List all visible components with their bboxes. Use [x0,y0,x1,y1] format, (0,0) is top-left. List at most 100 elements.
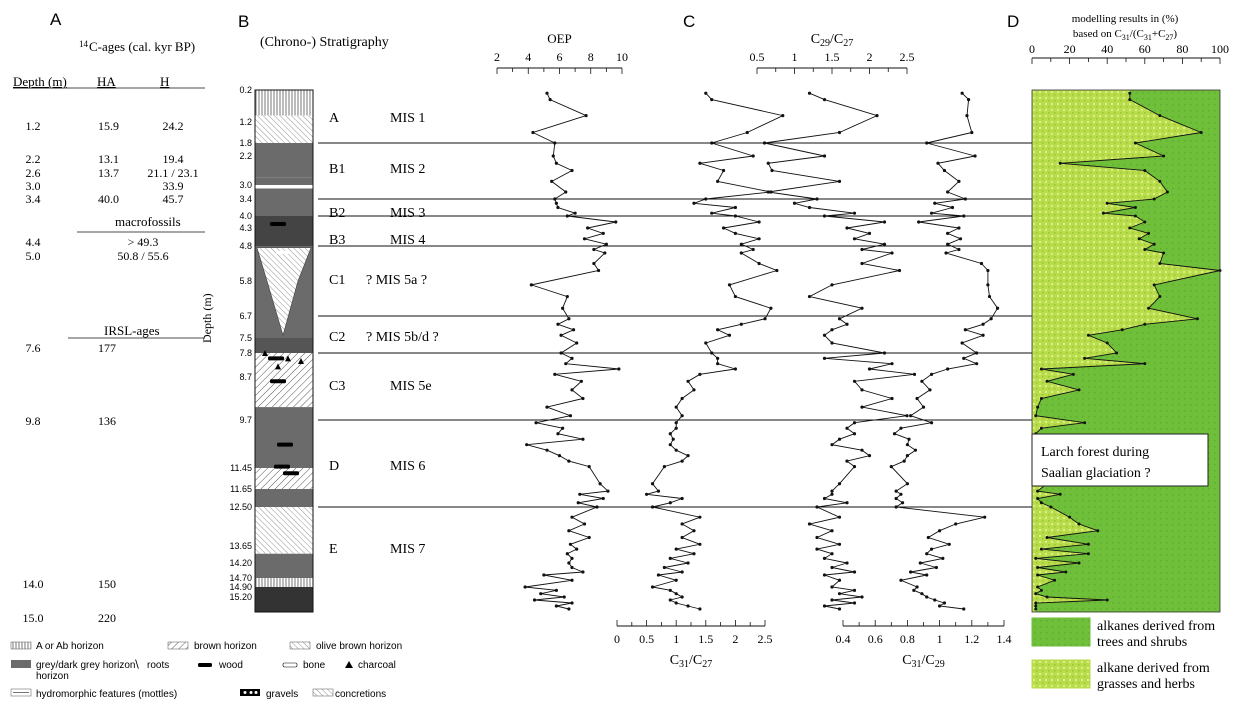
data-point [921,405,926,409]
model-point [1071,372,1075,376]
depth-tick-label: 9.7 [239,415,252,425]
data-point [942,168,947,173]
data-point [860,306,864,310]
age-depth: 2.2 [26,152,41,166]
grass-area [1032,90,1220,612]
data-point [807,294,812,299]
data-point [565,552,569,556]
data-point [822,556,827,560]
data-point [668,432,672,436]
data-point [680,396,684,401]
data-point [523,585,527,589]
irsl-depth: 14.0 [23,577,44,591]
data-point [852,432,857,436]
data-point [830,552,834,556]
legend-wood-label: wood [218,660,243,671]
data-point [674,448,678,452]
data-point [845,501,849,505]
model-point [1128,98,1132,102]
model-point [1036,405,1040,409]
model-point [1034,556,1038,560]
age-ha: 13.1 [98,152,119,166]
age-h: 21.1 / 23.1 [147,166,198,180]
data-point [716,356,720,360]
data-point [559,351,563,355]
data-point [926,535,930,540]
unit-code: A [329,111,340,126]
unit-mis: ? MIS 5b/d ? [366,330,439,345]
model-point [1039,426,1043,430]
data-point [668,556,672,560]
data-point [986,283,990,287]
model-point [1039,367,1043,371]
legend-grey-label: grey/dark grey horizon [36,660,136,671]
data-point [674,592,678,596]
data-point [920,592,924,596]
data-point [545,91,549,95]
charcoal-marker [262,350,268,356]
model-tick-label: 80 [1176,42,1188,56]
data-point [727,283,732,287]
model-point [1105,201,1109,205]
axis-title: C31/C27 [670,653,713,670]
data-point [890,251,894,255]
data-point [987,294,992,299]
data-point [601,496,605,501]
data-point [581,396,585,401]
column-layer [255,143,313,178]
data-point [905,414,909,418]
data-point [529,283,533,287]
data-point [979,261,984,266]
data-point [965,114,969,118]
data-point [674,578,678,582]
legend-brown-swatch [167,641,189,650]
data-point [698,542,702,546]
data-point [534,421,538,425]
charcoal-icon [345,661,353,668]
data-point [680,535,684,540]
data-point [733,294,738,299]
column-layer [255,578,313,587]
data-point [882,242,887,246]
data-point [586,226,590,230]
model-point [1105,598,1109,602]
legend-swatch-trees [1031,617,1091,647]
data-point [845,226,849,230]
column-layer [255,188,313,216]
data-point [573,211,577,215]
model-point [1147,231,1151,235]
data-point [668,443,672,447]
column-outline [254,89,314,613]
data-point [617,367,621,371]
legend-trees-line-1: alkanes derived from [1097,619,1215,634]
data-point [946,190,950,194]
wood-marker [277,442,293,447]
data-point [565,294,569,299]
data-point [946,231,950,235]
data-point [962,214,966,218]
data-point [981,322,985,326]
depth-tick-label: 4.0 [239,211,252,221]
data-point [830,585,834,589]
legend-olive-swatch [289,641,311,650]
model-point [1034,604,1038,608]
data-point [587,535,591,540]
data-point [933,598,937,602]
data-point [686,379,690,383]
tick-label: 0.6 [868,632,883,646]
model-point [1133,214,1137,218]
unit-code: E [329,542,338,557]
data-point [957,226,961,230]
depth-axis-label: Depth (m) [200,293,214,343]
data-point [565,214,569,218]
data-point [894,505,898,509]
data-point [830,443,834,447]
data-point [792,201,797,205]
model-point [1128,91,1132,95]
model-point [1077,561,1081,565]
depth-tick-label: 5.8 [239,276,252,286]
model-point [1158,295,1162,299]
model-subtitle: based on C31/(C31+C27) [1073,28,1178,42]
h-header: H [160,74,169,89]
data-point [581,437,585,441]
